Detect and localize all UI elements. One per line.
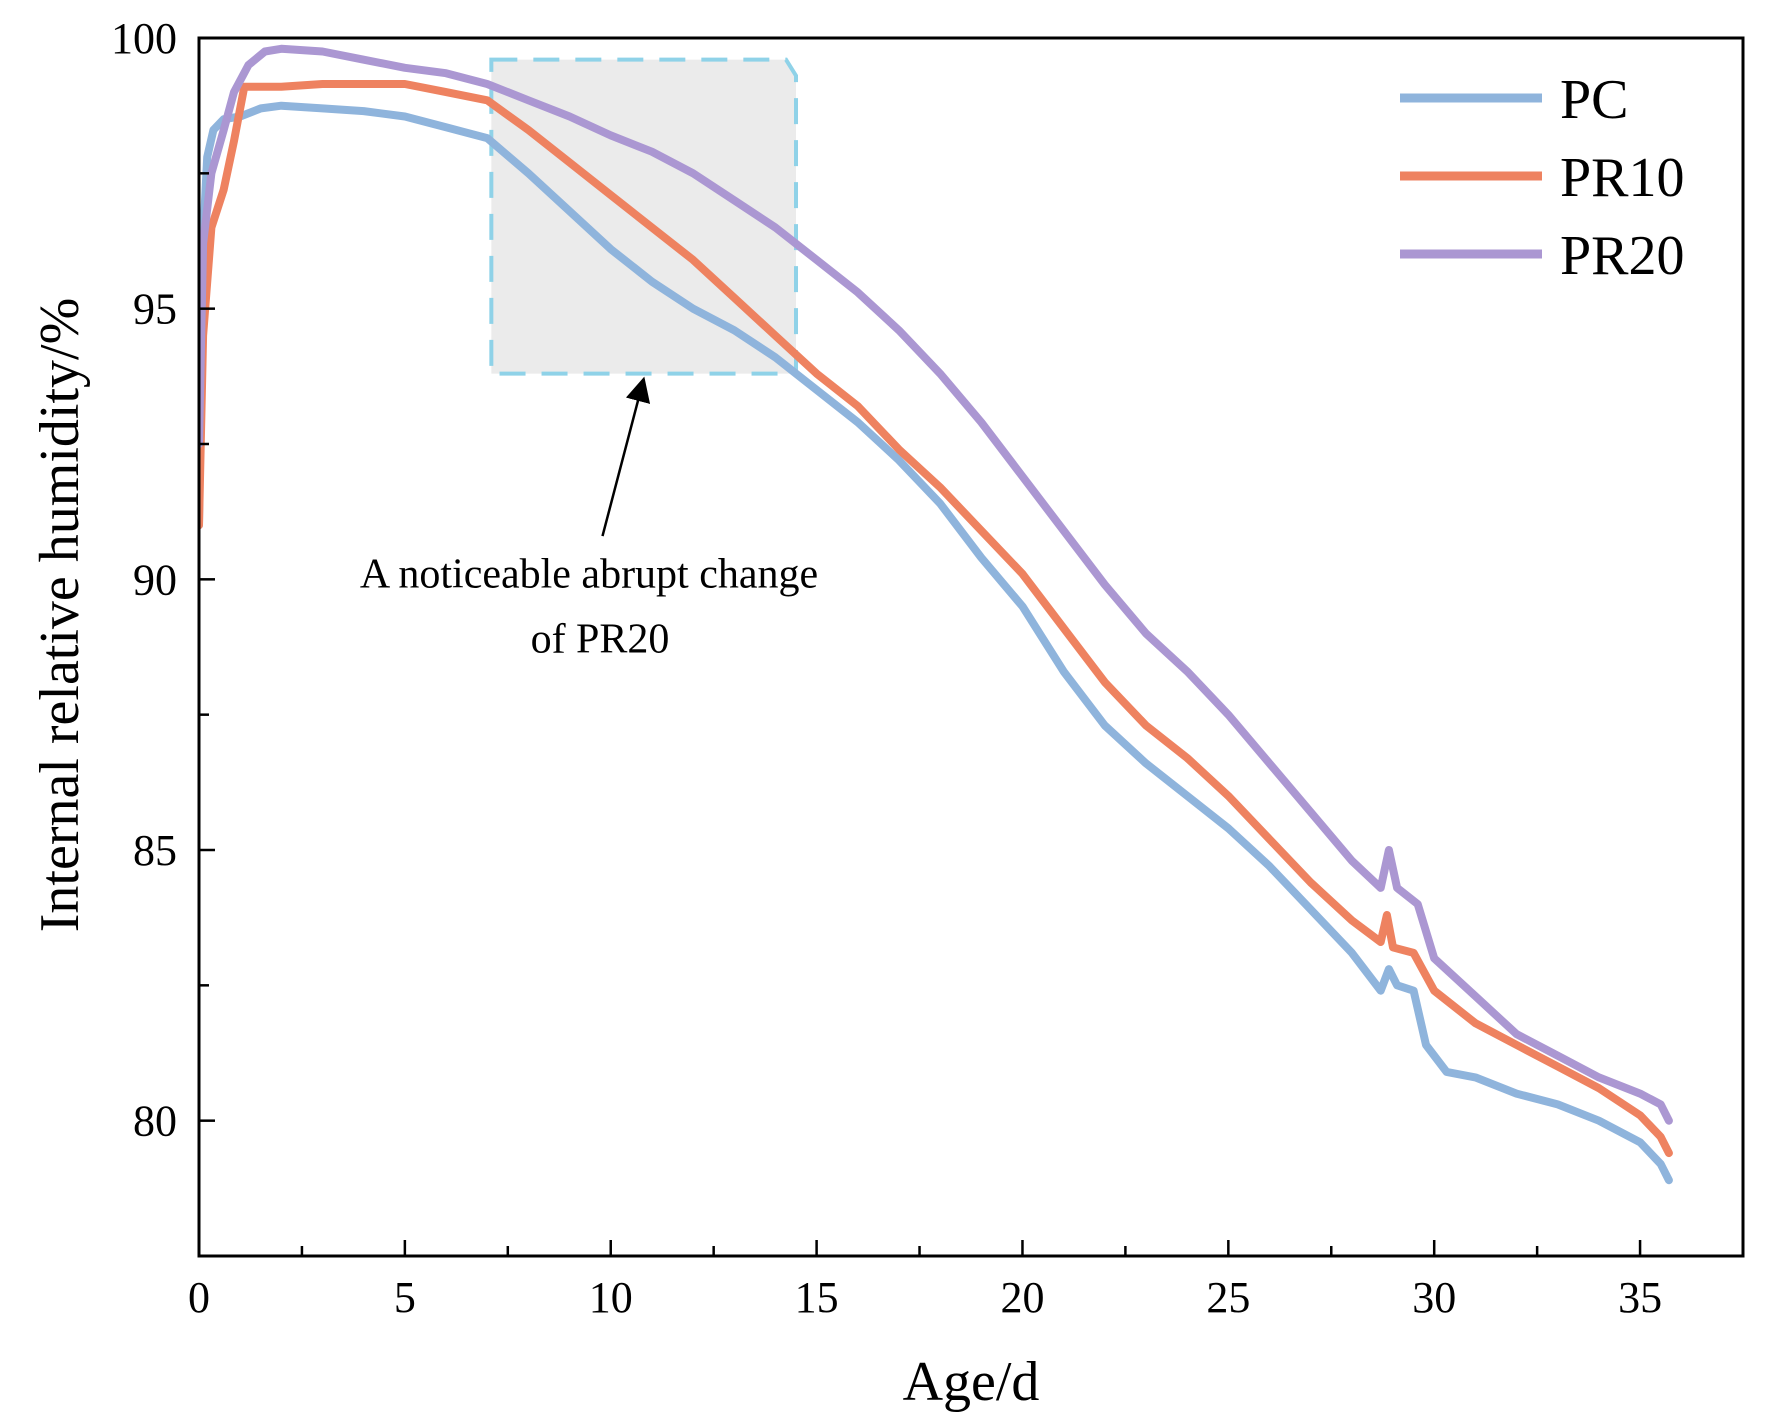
series-line-pr10 [199,80,1673,1158]
x-axis-title: Age/d [903,1351,1040,1413]
plot-frame [197,36,1745,1258]
x-tick-label: 20 [1000,1273,1044,1322]
annotation-arrow [601,376,651,537]
x-tick-label: 30 [1412,1273,1456,1322]
legend-label-pr20: PR20 [1560,225,1685,287]
x-tick-label: 35 [1618,1273,1662,1322]
x-tick-label: 0 [188,1273,210,1322]
x-tick-label: 25 [1206,1273,1250,1322]
series-line-pc [199,101,1673,1185]
axes-layer: 0 5 10 15 20 25 30 35 80 85 90 95 100 [111,14,1745,1322]
x-tick-label: 15 [795,1273,839,1322]
y-tick-label: 80 [133,1097,177,1146]
series-line-pr20 [199,44,1673,1125]
annotation-text-line1: A noticeable abrupt change [360,551,818,597]
x-tick-label: 5 [394,1273,416,1322]
y-axis-title: Internal relative humidity/% [29,298,91,932]
y-tick-label: 100 [111,14,177,63]
legend: PC PR10 PR20 [1400,69,1685,287]
annotation-layer [489,57,799,537]
legend-label-pc: PC [1560,69,1629,131]
series-layer [199,44,1673,1185]
y-tick-label: 95 [133,285,177,334]
annotation-text-line2: of PR20 [531,616,670,662]
legend-label-pr10: PR10 [1560,147,1685,209]
y-tick-label: 90 [133,555,177,604]
x-tick-label: 10 [589,1273,633,1322]
y-tick-label: 85 [133,826,177,875]
